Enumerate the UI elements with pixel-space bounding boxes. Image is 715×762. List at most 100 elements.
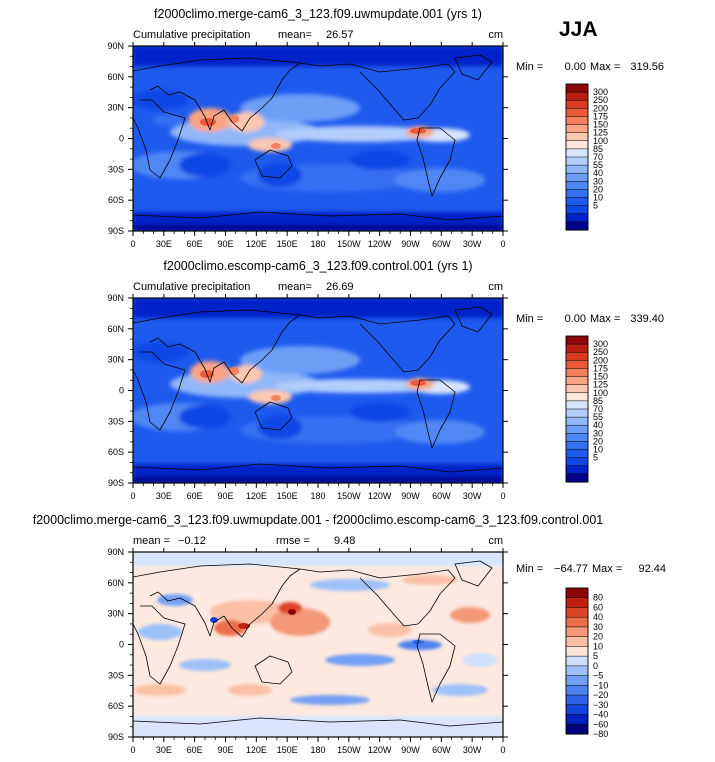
panel-2-xtick-label: 0 [500,491,505,501]
panel-2-colorbar-swatch [565,335,589,345]
panel-1-colorbar-swatch [565,164,589,174]
panel-3-ytick-label: 60N [107,578,124,588]
panel-2-colorbar-label: 20 [593,436,603,446]
panel-2-axes: 0 30E 60E 90E 120E 150E 180 150W 120W 90W 60W 30W 09… [107,293,508,501]
panel-1-colorbar-swatch [565,83,589,93]
panel-2-colorbar-swatch [565,351,589,361]
panel-2-coast-antarctica [133,463,503,473]
panel-1-xtick-label: 60E [187,239,203,249]
panel-1-coast-greenland [454,54,493,81]
panel-1-ytick-label: 90N [107,41,124,51]
panel-1-xtick-label: 60W [432,239,451,249]
panel-2-left-label: Cumulative precipitation [133,281,250,293]
panel-1-colorbar-label: 150 [593,120,608,130]
panel-2-coast-greenland [454,306,493,333]
panel-1-coastlines [133,54,503,221]
panel-1-colorbar-swatch [565,156,589,166]
panel-3-colorbar-label: −60 [593,719,608,729]
panel-2-colorbar-label: 10 [593,445,603,455]
panel-2-colorbar-swatch [565,449,589,459]
panel-2-ytick-label: 90N [107,293,124,303]
panel-3-colorbar-swatch [565,646,589,657]
panel-1-coast-antarctica [133,211,503,221]
panel-3-mean-value: −0.12 [178,535,206,547]
panel-2-colorbar-label: 70 [593,404,603,414]
panel-3-mean-label: mean = [133,535,170,547]
panel-3-xtick-label: 30W [463,745,482,755]
panel-1-colorbar-label: 200 [593,103,608,113]
panel-1-xtick-label: 90E [217,239,233,249]
panel-3-colorbar-swatch [565,597,589,609]
panel-2-colorbar-swatch [565,360,589,369]
panel-1-colorbar-swatch [565,197,589,207]
panel-3-colorbar-label: 10 [593,641,603,651]
panel-3-xtick-label: 120E [246,745,267,755]
panel-2-colorbar-swatch [565,343,589,353]
panel-1-axes: 0 30E 60E 90E 120E 150E 180 150W 120W 90W 60W 30W 09… [107,41,508,249]
panel-2-max-value: 339.40 [630,313,664,325]
panel-3-colorbar-label: −80 [593,729,608,739]
panel-1-ytick-label: 30N [107,103,124,113]
panel-1-colorbar-label: 70 [593,152,603,162]
panel-2-coast-australia [254,401,293,431]
panel-1-colorbar-label: 300 [593,87,608,97]
panel-3: f2000climo.merge-cam6_3_123.f09.uwmupdat… [33,513,666,755]
panel-2: f2000climo.escomp-cam6_3_123.f09.control… [107,259,664,501]
panel-2-title: f2000climo.escomp-cam6_3_123.f09.control… [163,259,472,273]
panel-1-coast-africa [133,99,186,179]
panel-2-coast-south-america [416,379,456,449]
panel-1-ytick-label: 30S [108,164,124,174]
panel-2-ytick-label: 30N [107,355,124,365]
panel-2-colorbar-swatch [565,384,589,394]
panel-2-xtick-label: 30E [156,491,172,501]
panel-1-coast-south-america [416,127,456,197]
panel-3-axes: 0 30E 60E 90E 120E 150E 180 150W 120W 90W 60W 30W 09… [107,547,508,755]
panel-1-ytick-label: 0 [119,134,124,144]
season-label: JJA [559,18,598,41]
panel-2-colorbar-frame [565,335,589,483]
panel-3-xtick-label: 90W [401,745,420,755]
panel-1-colorbar-label: 30 [593,176,603,186]
panel-3-colorbar-swatch [565,724,589,735]
panel-2-xtick-label: 0 [130,491,135,501]
panel-2-colorbar-swatch [565,400,589,410]
panel-2-xtick-label: 90E [217,491,233,501]
panel-3-colorbar-swatch [565,587,589,599]
panel-3-xtick-label: 0 [130,745,135,755]
panel-1-xtick-label: 90W [401,239,420,249]
panel-1-ytick-label: 60N [107,72,124,82]
panel-2-colorbar-swatch [565,433,589,442]
panel-3-colorbar-frame [565,587,589,735]
panel-1-xtick-label: 0 [130,239,135,249]
panel-3-colorbar-swatch [565,675,589,686]
panel-2-xtick-label: 150E [277,491,298,501]
panel-3-coast-africa [133,605,186,685]
panel-3-colorbar-label: −40 [593,710,608,720]
panel-3-xtick-label: 150E [277,745,298,755]
panel-2-colorbar-swatch [565,416,589,426]
panel-1-colorbar-swatch [565,108,589,117]
panel-3-min-label: Min = [516,563,543,575]
panel-3-colorbar-label: 0 [593,661,598,671]
panel-3-coast-north-america [319,569,456,627]
panel-3-max-label: Max = [592,563,622,575]
panel-1-map-field [133,46,503,231]
panel-3-ytick-label: 90S [108,732,124,742]
panel-1-xtick-label: 150W [337,239,361,249]
panel-3-coastlines [133,560,503,727]
panel-3-colorbar-label: 60 [593,602,603,612]
panel-2-xtick-label: 30W [463,491,482,501]
panel-1-colorbar-swatch [565,116,589,126]
panel-3-ytick-label: 0 [119,640,124,650]
panel-1-colorbar-swatch [565,205,589,215]
panel-3-ytick-label: 60S [108,701,124,711]
panel-1-colorbar-label: 125 [593,128,608,138]
panel-2-field-blobs [133,298,503,483]
panel-2-colorbar-swatch [565,408,589,418]
panel-3-colorbar-swatch [565,607,589,618]
panel-3-max-value: 92.44 [638,563,666,575]
panel-1-xtick-label: 120E [246,239,267,249]
panel-3-colorbar-label: 40 [593,612,603,622]
